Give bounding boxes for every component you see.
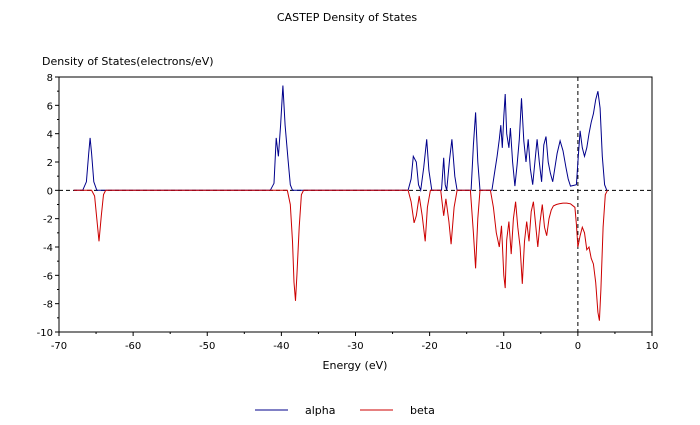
y-tick-label: 8: [47, 73, 53, 84]
x-tick-label: -70: [51, 341, 67, 352]
y-tick-label: -4: [43, 243, 53, 254]
x-tick-label: 10: [646, 341, 659, 352]
x-axis-label: Energy (eV): [323, 359, 388, 372]
y-tick-label: 0: [47, 186, 53, 197]
y-tick-label: -10: [37, 328, 53, 339]
y-tick-label: -6: [43, 271, 53, 282]
legend-label-beta: beta: [410, 404, 435, 417]
series-line-alpha: [73, 85, 608, 193]
chart-title: CASTEP Density of States: [277, 11, 418, 24]
y-tick-label: -8: [43, 300, 53, 311]
x-tick-label: -20: [421, 341, 437, 352]
y-tick-label: 4: [47, 130, 53, 141]
legend-label-alpha: alpha: [305, 404, 336, 417]
y-tick-label: 6: [47, 101, 53, 112]
legend: alpha beta: [255, 404, 435, 417]
x-tick-label: -60: [125, 341, 141, 352]
x-tick-label: 0: [575, 341, 581, 352]
x-tick-label: -40: [273, 341, 289, 352]
series-line-beta: [73, 189, 608, 321]
x-tick-label: -50: [199, 341, 215, 352]
x-tick-label: -10: [496, 341, 512, 352]
y-axis-label: Density of States(electrons/eV): [42, 55, 214, 68]
y-tick-label: -2: [43, 215, 53, 226]
y-tick-label: 2: [47, 158, 53, 169]
x-tick-label: -30: [347, 341, 363, 352]
plot-frame: [58, 76, 653, 333]
